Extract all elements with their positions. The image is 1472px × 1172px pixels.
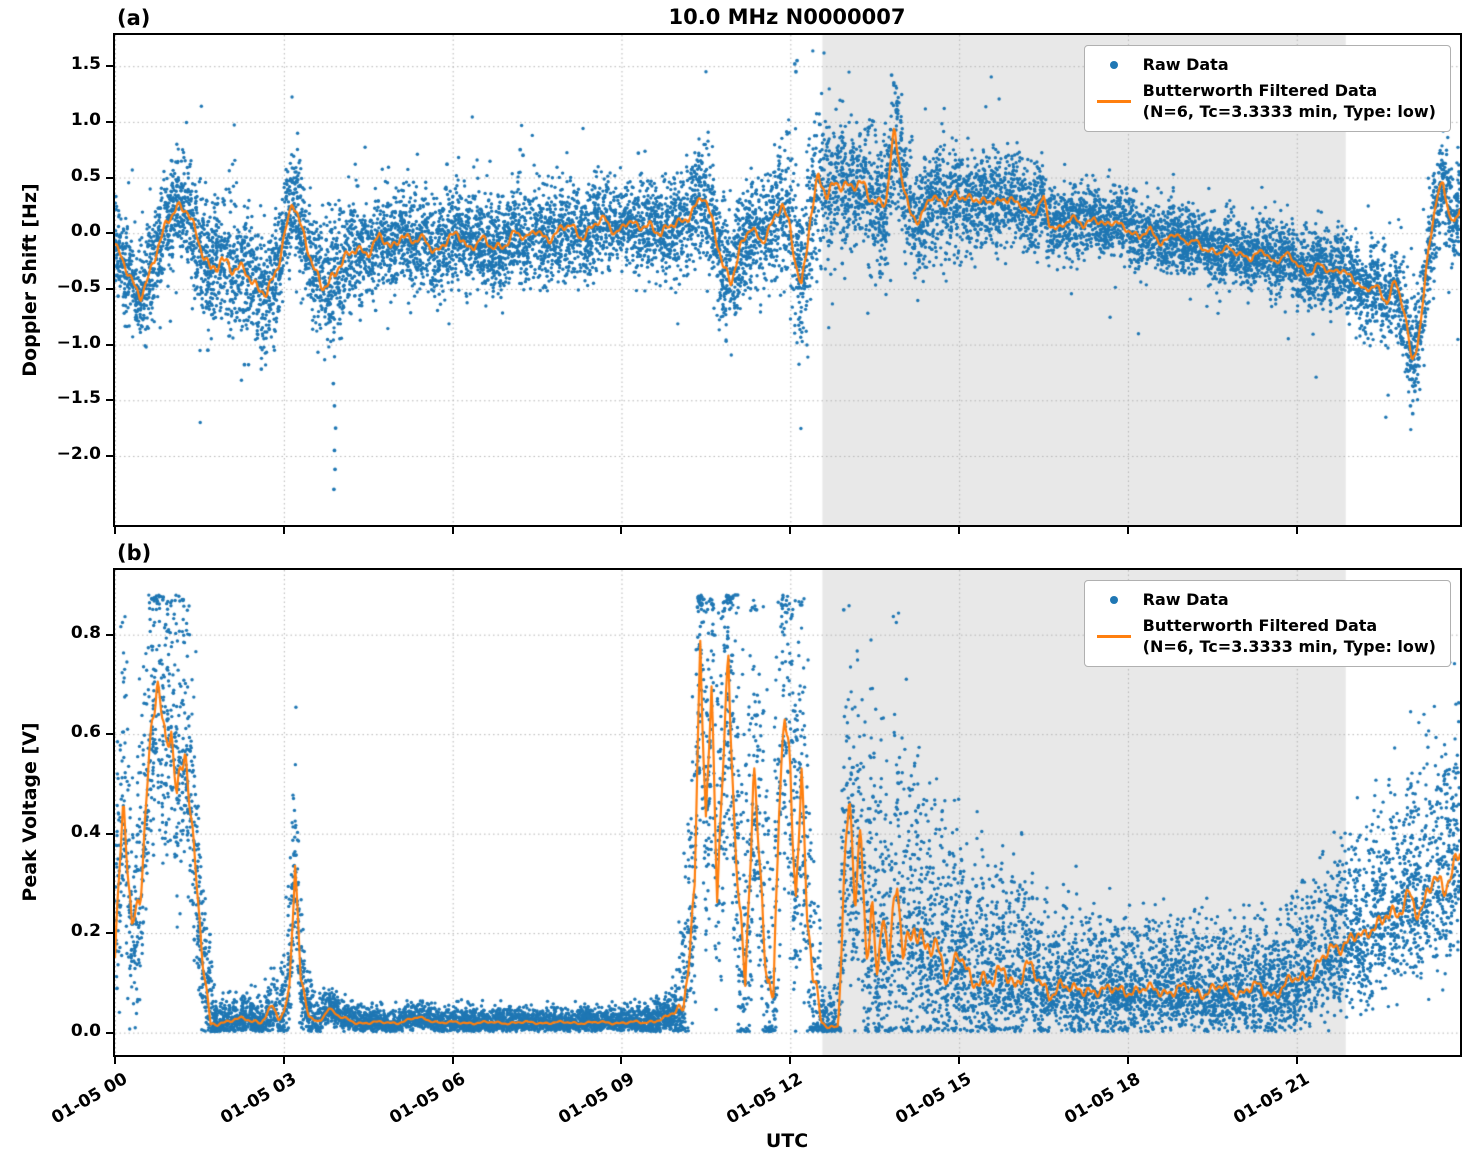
y-tick-mark [106, 287, 113, 290]
y-tick-mark [106, 1031, 113, 1034]
y-tick-label: 0.5 [70, 165, 101, 186]
panel-b-legend: Raw Data Butterworth Filtered Data (N=6,… [1083, 580, 1451, 667]
x-tick-label: 01-05 15 [892, 1069, 976, 1129]
legend-filtered-label: Butterworth Filtered Data (N=6, Tc=3.333… [1143, 615, 1436, 658]
x-tick-mark [789, 527, 792, 534]
x-tick-mark [114, 527, 116, 534]
x-tick-mark [958, 1057, 961, 1064]
x-tick-label: 01-05 00 [48, 1069, 131, 1129]
y-tick-mark [106, 454, 113, 457]
panel-b-plot-area: Raw Data Butterworth Filtered Data (N=6,… [113, 568, 1462, 1057]
x-tick-mark [282, 527, 285, 534]
legend-filtered-label-line2: (N=6, Tc=3.3333 min, Type: low) [1142, 102, 1436, 122]
filtered-data-line-icon [1096, 634, 1131, 638]
x-tick-mark [451, 1057, 454, 1064]
x-tick-label: 01-05 03 [217, 1069, 300, 1129]
x-tick-label: 01-05 21 [1230, 1069, 1313, 1129]
x-tick-label: 01-05 18 [1061, 1069, 1144, 1129]
legend-raw-label: Raw Data [1142, 590, 1229, 609]
legend-entry-raw-data: Raw Data [1095, 589, 1436, 611]
legend-filtered-label-line1: Butterworth Filtered Data [1142, 615, 1378, 635]
y-tick-label: 0.4 [70, 821, 101, 842]
x-tick-mark [451, 527, 454, 534]
x-tick-mark [282, 1057, 285, 1064]
panel-b-ylabel: Peak Voltage [V] [19, 722, 41, 902]
legend-entry-filtered-data: Butterworth Filtered Data (N=6, Tc=3.333… [1095, 615, 1436, 658]
y-tick-label: 0.8 [70, 622, 101, 643]
x-axis-label: UTC [765, 1130, 809, 1152]
y-tick-label: 0.2 [70, 921, 101, 942]
y-tick-mark [106, 733, 113, 736]
y-tick-label: −1.0 [56, 332, 101, 353]
y-tick-mark [106, 232, 113, 235]
y-tick-label: −0.5 [56, 276, 101, 297]
x-tick-mark [620, 527, 623, 534]
x-tick-mark [620, 1057, 623, 1064]
y-tick-label: 0.6 [70, 722, 101, 743]
legend-entry-filtered-data: Butterworth Filtered Data (N=6, Tc=3.333… [1095, 80, 1436, 123]
x-tick-mark [1126, 527, 1129, 534]
x-tick-mark [1295, 527, 1298, 534]
x-tick-mark [114, 1057, 116, 1064]
y-tick-label: −2.0 [56, 443, 101, 464]
raw-data-dot-icon [1109, 595, 1118, 604]
legend-raw-label: Raw Data [1142, 55, 1229, 74]
panel-a-tag: (a) [117, 6, 151, 30]
y-tick-mark [106, 932, 113, 935]
y-tick-mark [106, 120, 113, 123]
y-tick-mark [106, 633, 113, 636]
y-tick-mark [106, 832, 113, 835]
y-tick-mark [106, 399, 113, 402]
legend-filtered-label-line2: (N=6, Tc=3.3333 min, Type: low) [1142, 637, 1436, 657]
x-tick-label: 01-05 06 [385, 1069, 469, 1129]
y-tick-label: −1.5 [56, 388, 101, 409]
x-tick-mark [1295, 1057, 1298, 1064]
filtered-data-line-icon [1096, 99, 1131, 103]
raw-data-dot-icon [1109, 60, 1118, 69]
y-tick-label: 0.0 [70, 1020, 101, 1041]
panel-b-tag: (b) [117, 541, 152, 565]
chart-title: 10.0 MHz N0000007 [668, 5, 906, 29]
x-tick-mark [789, 1057, 792, 1064]
y-tick-label: 1.5 [70, 54, 101, 75]
x-tick-label: 01-05 09 [554, 1069, 638, 1129]
y-tick-label: 1.0 [70, 109, 101, 130]
panel-a-plot-area: Raw Data Butterworth Filtered Data (N=6,… [113, 33, 1462, 527]
legend-filtered-label-line1: Butterworth Filtered Data [1142, 80, 1378, 100]
legend-entry-raw-data: Raw Data [1095, 54, 1436, 76]
y-tick-label: 0.0 [70, 221, 101, 242]
panel-a-legend: Raw Data Butterworth Filtered Data (N=6,… [1083, 45, 1451, 132]
legend-filtered-label: Butterworth Filtered Data (N=6, Tc=3.333… [1143, 80, 1436, 123]
x-tick-mark [958, 527, 961, 534]
x-tick-label: 01-05 12 [723, 1069, 807, 1129]
y-tick-mark [106, 343, 113, 346]
x-tick-mark [1126, 1057, 1129, 1064]
y-tick-mark [106, 176, 113, 179]
y-tick-mark [106, 65, 113, 68]
